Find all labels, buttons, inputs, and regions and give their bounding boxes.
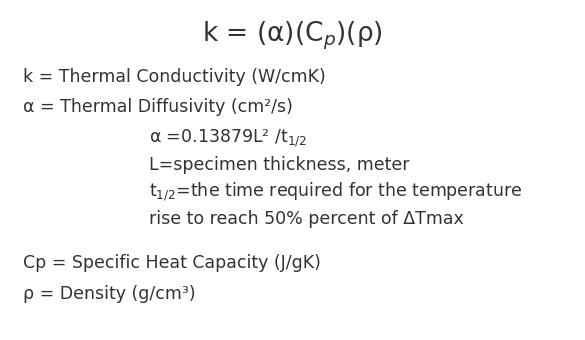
- Text: k = Thermal Conductivity (W/cmK): k = Thermal Conductivity (W/cmK): [23, 68, 326, 85]
- Text: α =0.13879L² /t$_{1/2}$: α =0.13879L² /t$_{1/2}$: [149, 127, 307, 149]
- Text: L=specimen thickness, meter: L=specimen thickness, meter: [149, 156, 410, 174]
- Text: rise to reach 50% percent of ΔTmax: rise to reach 50% percent of ΔTmax: [149, 210, 464, 228]
- Text: k = (α)(C$_p$)(ρ): k = (α)(C$_p$)(ρ): [202, 19, 383, 52]
- Text: α = Thermal Diffusivity (cm²/s): α = Thermal Diffusivity (cm²/s): [23, 98, 293, 116]
- Text: ρ = Density (g/cm³): ρ = Density (g/cm³): [23, 285, 196, 303]
- Text: Cp = Specific Heat Capacity (J/gK): Cp = Specific Heat Capacity (J/gK): [23, 255, 321, 272]
- Text: t$_{1/2}$=the time required for the temperature: t$_{1/2}$=the time required for the temp…: [149, 181, 522, 203]
